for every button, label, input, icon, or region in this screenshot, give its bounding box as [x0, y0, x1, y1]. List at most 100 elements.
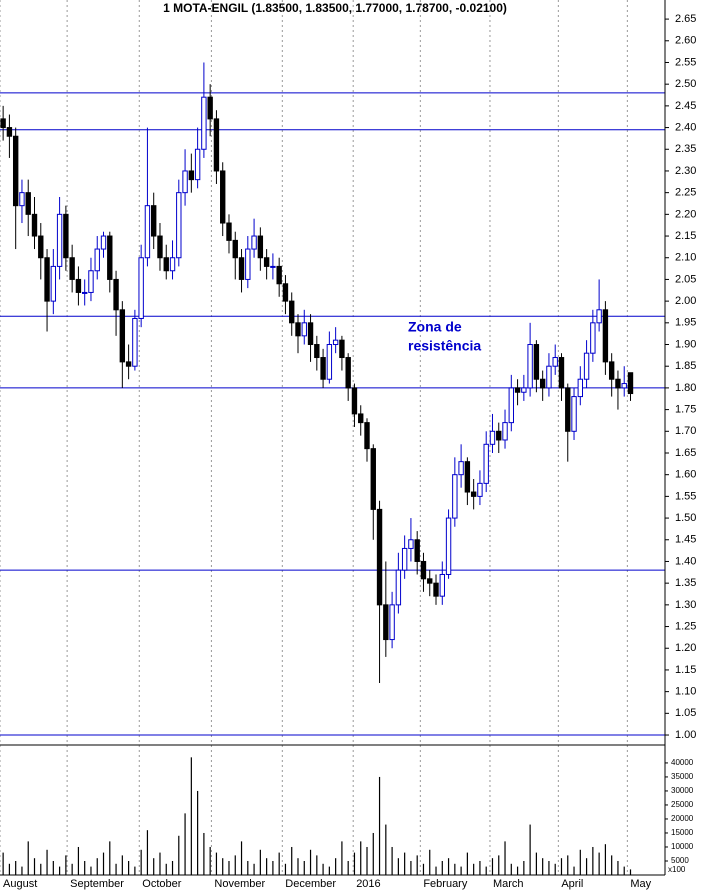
candle-body [420, 560, 427, 580]
candle-body [132, 317, 138, 367]
volume-bar [21, 866, 23, 875]
candle-body [408, 539, 414, 549]
candle-body [577, 378, 584, 398]
candle-body [50, 265, 57, 302]
volume-bar [190, 757, 192, 875]
candle-body [552, 357, 558, 367]
candle-body [602, 309, 609, 363]
volume-bar [592, 846, 594, 875]
volume-bar [316, 855, 318, 875]
candle-body [583, 352, 590, 380]
volume-bar [397, 858, 399, 875]
candle-body [615, 378, 621, 389]
volume-bar [385, 824, 387, 875]
volume-bar [611, 855, 613, 875]
candle-body [0, 118, 6, 129]
volume-bar [215, 852, 218, 875]
y-tick-label: 2.35 [675, 143, 696, 155]
candle-body [358, 413, 364, 424]
candle-body [295, 322, 301, 337]
volume-tick-label: 35000 [671, 772, 694, 781]
y-tick-label: 1.70 [675, 425, 696, 437]
candle-body [194, 148, 201, 181]
volume-bar [178, 835, 180, 875]
volume-bar [140, 849, 142, 875]
candle-body [332, 339, 339, 346]
volume-bar [328, 866, 330, 875]
candle-body [6, 127, 13, 137]
y-tick-label: 1.95 [675, 317, 696, 329]
x-tick-label: March [493, 878, 524, 890]
volume-bar [222, 858, 224, 875]
volume-bar [435, 866, 437, 875]
candle-body [433, 582, 439, 597]
volume-tick-label: 15000 [671, 828, 694, 837]
y-tick-label: 1.75 [675, 404, 696, 416]
volume-bar [171, 860, 174, 875]
y-tick-label: 1.25 [675, 620, 696, 632]
candle-body [596, 309, 602, 324]
volume-bar [234, 855, 236, 875]
candle-body [502, 422, 508, 441]
volume-bar [454, 863, 456, 875]
volume-bar [58, 866, 61, 875]
volume-bar [259, 849, 261, 875]
candle-body [276, 265, 282, 285]
candle-body [521, 387, 527, 393]
candle-body [590, 322, 596, 354]
volume-bar [165, 863, 167, 875]
candle-body [621, 383, 627, 389]
volume-bar [604, 844, 607, 875]
candle-body [364, 422, 370, 450]
candle-body [157, 235, 163, 259]
volume-bar [146, 830, 149, 875]
candle-body [414, 539, 420, 562]
candle-body [608, 361, 615, 380]
volume-bar [272, 860, 274, 875]
volume-bar [228, 860, 230, 875]
volume-bar [567, 855, 569, 875]
y-tick-label: 2.15 [675, 230, 696, 242]
volume-unit: x100 [668, 865, 686, 874]
volume-bar [429, 849, 431, 875]
volume-bar [102, 852, 105, 875]
x-tick-label: May [630, 878, 651, 890]
candle-body [282, 283, 289, 302]
volume-bar [109, 841, 111, 875]
volume-bar [335, 858, 337, 875]
candle-body [320, 357, 326, 380]
candle-body [119, 309, 126, 363]
volume-bar [372, 832, 374, 875]
candle-body [144, 205, 151, 259]
volume-bar [378, 776, 381, 875]
x-tick-label: April [561, 878, 583, 890]
volume-bar [291, 846, 293, 875]
candle-body [245, 248, 251, 280]
volume-bar [516, 866, 519, 875]
y-tick-label: 2.10 [675, 252, 696, 264]
candle-body [169, 257, 176, 272]
candle-body [12, 135, 19, 207]
candle-body [188, 170, 195, 181]
volume-bar [96, 858, 98, 875]
volume-bar [128, 860, 130, 875]
volume-bar [65, 855, 67, 875]
candle-body [289, 300, 295, 324]
y-tick-label: 1.10 [675, 686, 696, 698]
candle-body [88, 270, 94, 293]
candle-body [389, 604, 395, 641]
candle-body [326, 344, 333, 380]
y-tick-label: 1.80 [675, 382, 696, 394]
volume-bar [623, 866, 625, 875]
candle-body [176, 192, 182, 259]
candle-body [163, 257, 169, 272]
volume-tick-label: 25000 [671, 800, 694, 809]
candle-body [25, 192, 31, 215]
candle-body [213, 118, 220, 172]
volume-bar [498, 855, 500, 875]
y-tick-label: 1.65 [675, 447, 696, 459]
candle-body [496, 430, 502, 441]
x-tick-label: November [214, 878, 265, 890]
candle-body [220, 170, 226, 224]
volume-bar [391, 846, 393, 875]
